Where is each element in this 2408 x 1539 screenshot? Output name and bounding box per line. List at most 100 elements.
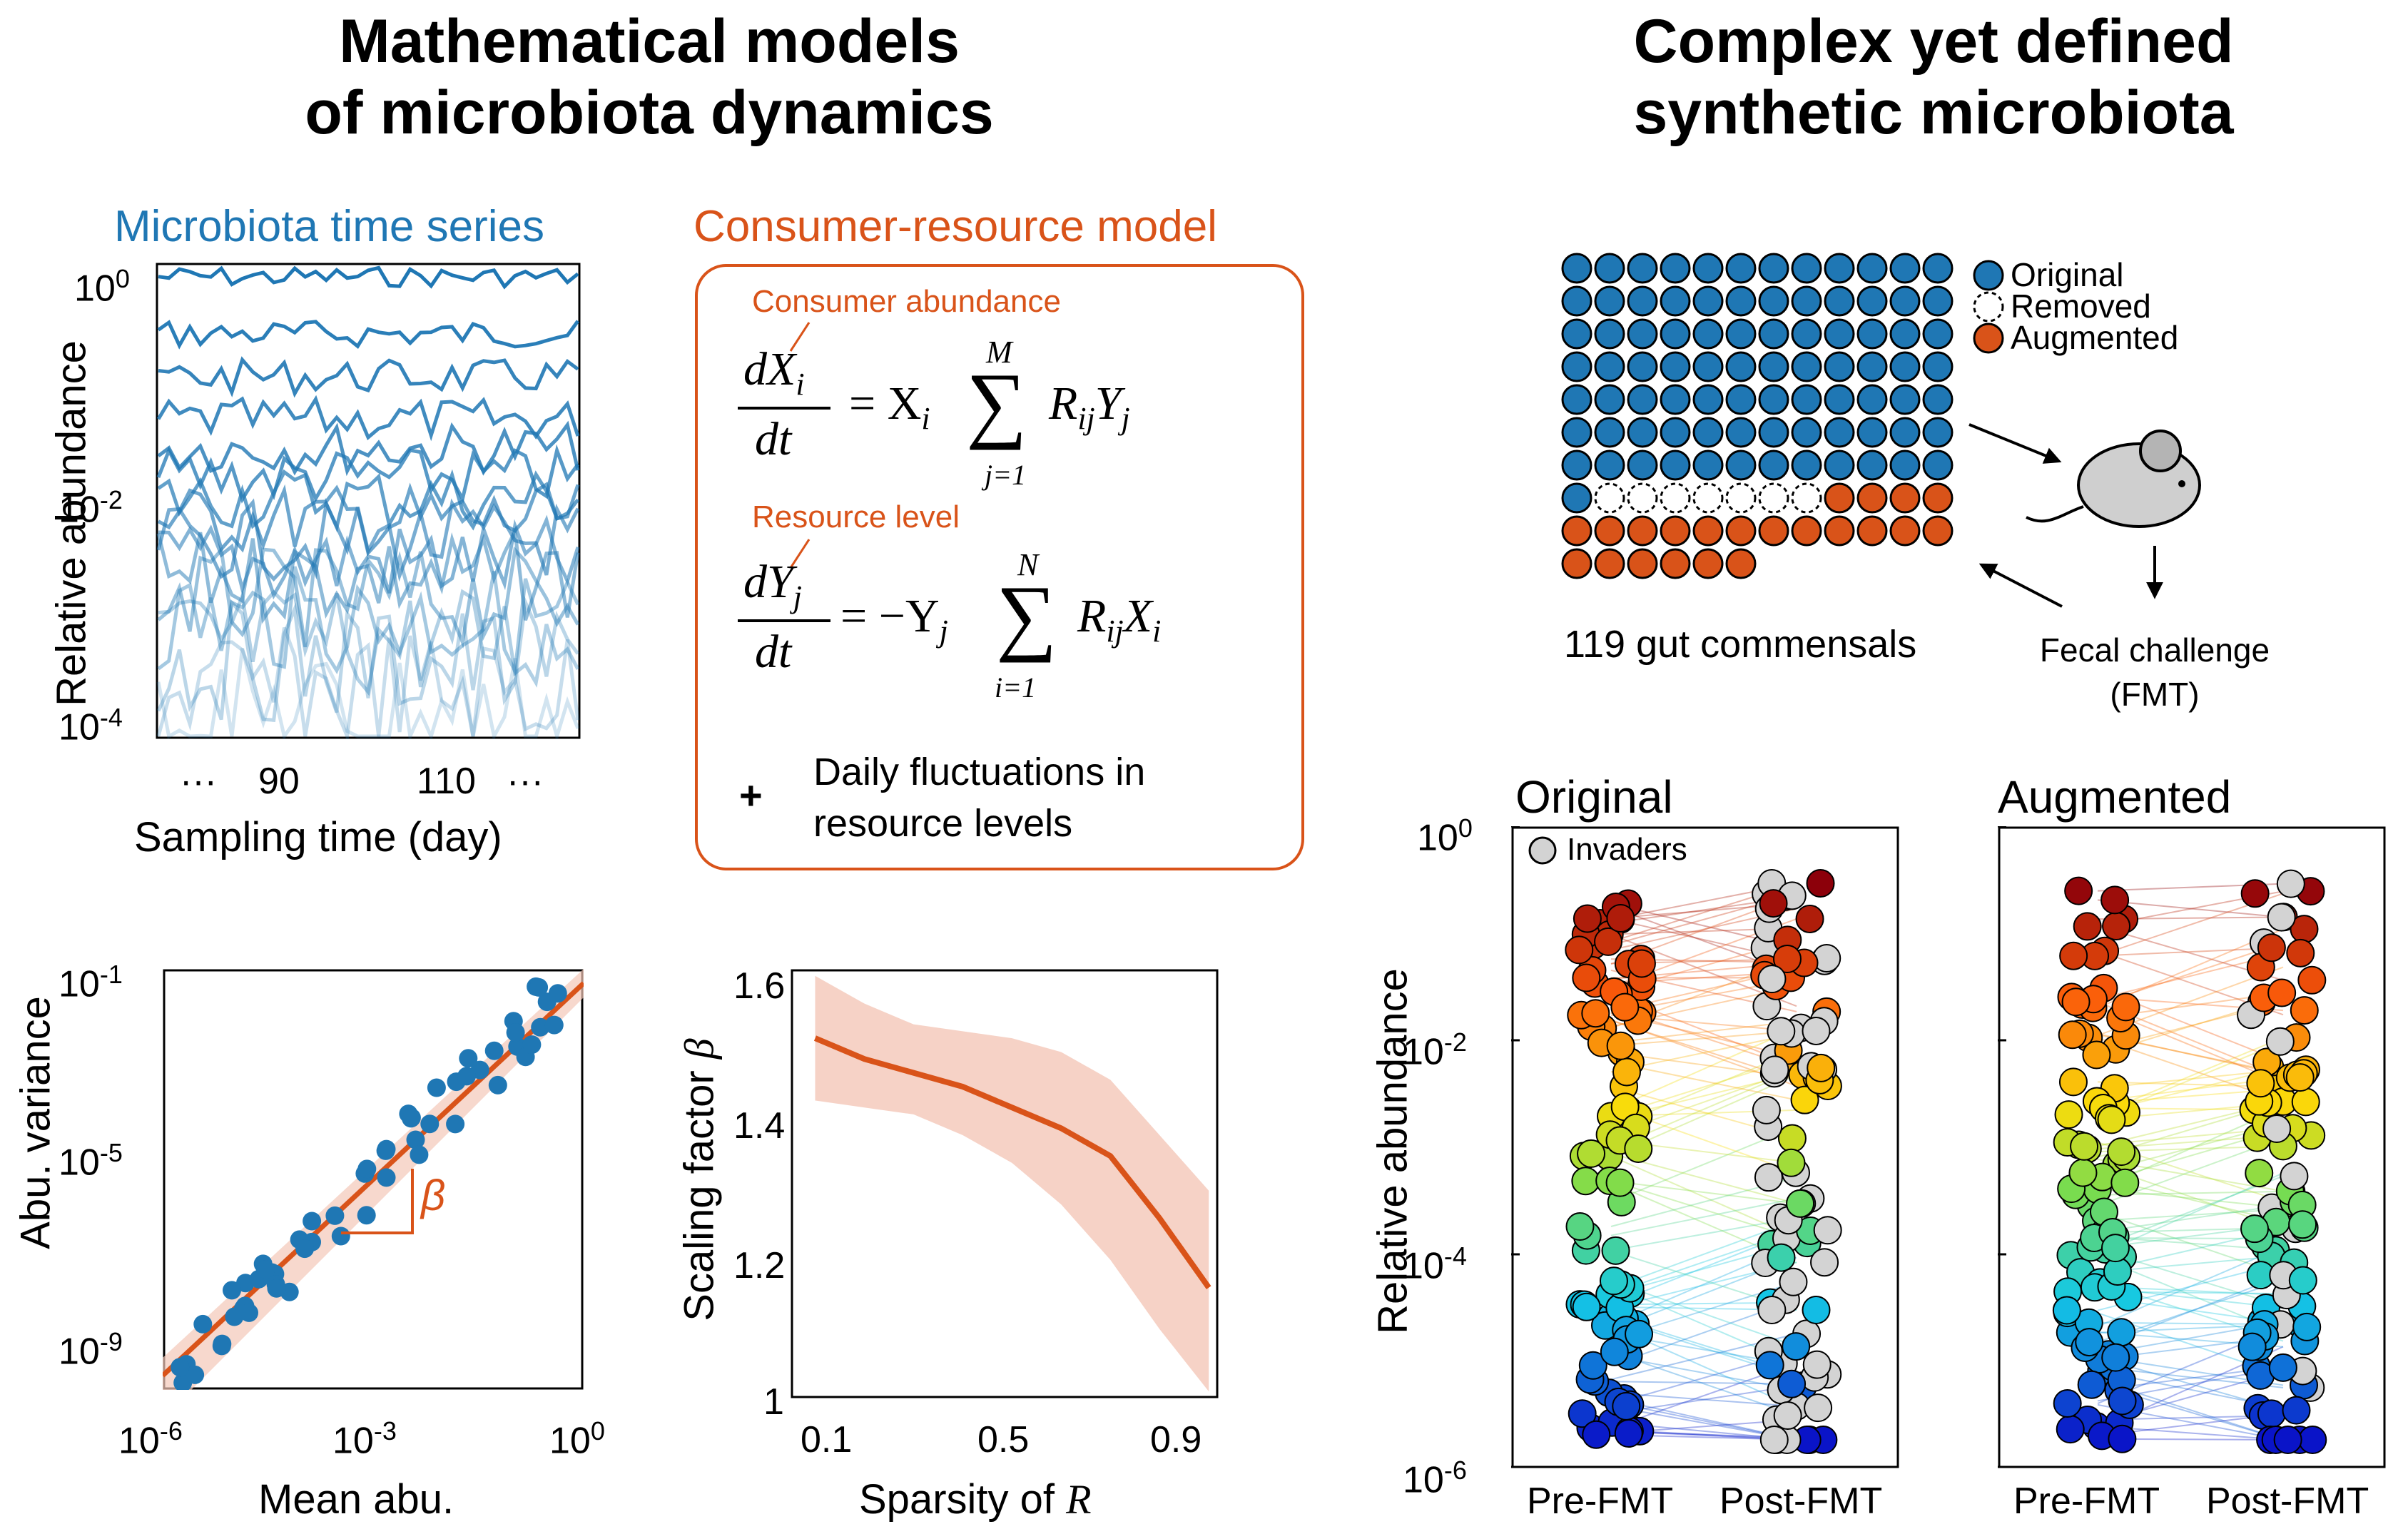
augmented-member <box>1725 515 1757 547</box>
taylor-point <box>459 1049 478 1068</box>
taylor-point <box>420 1114 440 1134</box>
pre-fmt-point <box>2053 1389 2082 1418</box>
post-fmt-point <box>2268 1353 2297 1382</box>
resource-pointer <box>789 539 811 569</box>
community-caption: 119 gut commensals <box>1564 623 1917 666</box>
pre-fmt-point <box>2068 1158 2098 1187</box>
pre-fmt-point <box>2073 912 2102 941</box>
post-fmt-point <box>2237 1332 2267 1361</box>
original-member <box>1594 417 1625 448</box>
taylor-point <box>223 1281 241 1300</box>
pre-fmt-point <box>1573 904 1602 933</box>
post-fmt-point <box>2292 1312 2322 1341</box>
original-member <box>1627 318 1658 350</box>
fmt-link-line <box>1610 1180 1797 1239</box>
post-fmt-point <box>2297 965 2327 995</box>
taylor-point <box>240 1303 258 1322</box>
crm-plus: + <box>739 773 763 818</box>
pre-fmt-point <box>2058 1020 2087 1050</box>
right-title-line1: Complex yet defined <box>1633 7 2234 76</box>
taylor-point <box>410 1145 429 1164</box>
original-member <box>1660 318 1691 350</box>
taylor-ytick-0: 10-1 <box>59 960 123 1005</box>
original-member <box>1824 253 1855 284</box>
original-member <box>1824 384 1855 415</box>
fmt-link-line <box>2097 1246 2284 1328</box>
fmt-link-line <box>1610 1197 1797 1236</box>
ts-ytick-2: 10-4 <box>59 703 123 748</box>
pre-fmt-point <box>1624 1134 1653 1163</box>
eq1: dXi dt = Xi M ∑ j=1 RijYj <box>735 328 1277 492</box>
augmented-member <box>1660 548 1691 579</box>
post-fmt-point <box>2291 1087 2320 1117</box>
post-fmt-point <box>1759 889 1788 918</box>
original-member <box>1758 417 1789 448</box>
original-member <box>1922 417 1954 448</box>
fmt-link-line <box>1610 1351 1797 1416</box>
original-member <box>1791 318 1822 350</box>
taylor-point <box>357 1206 376 1225</box>
original-member <box>1561 449 1592 481</box>
augmented-member <box>1889 515 1921 547</box>
augmented-member <box>1922 515 1954 547</box>
post-fmt-point <box>1777 1369 1807 1398</box>
pre-fmt-point <box>2064 876 2093 905</box>
original-member <box>1594 449 1625 481</box>
augmented-member <box>1824 482 1855 514</box>
pre-fmt-point <box>1599 1266 1628 1296</box>
pre-fmt-point <box>2052 1296 2081 1325</box>
fmt-link-line <box>1610 1355 1797 1391</box>
original-member <box>1856 417 1888 448</box>
original-member <box>1725 285 1757 317</box>
pre-fmt-point <box>2070 1132 2099 1161</box>
original-member <box>1692 351 1724 382</box>
left-title: Mathematical models of microbiota dynami… <box>171 6 1127 148</box>
augmented-member <box>1889 482 1921 514</box>
original-member <box>1725 417 1757 448</box>
pre-fmt-point <box>2059 941 2088 970</box>
post-fmt-point <box>2286 938 2315 967</box>
ts-series-line <box>156 626 580 739</box>
ts-xtick-ellipsis-right: ··· <box>507 761 544 802</box>
invader-point <box>1804 1393 1833 1423</box>
augmented-member <box>1824 515 1855 547</box>
taylor-ytick-1: 10-5 <box>59 1138 123 1184</box>
ts-xtick-90: 90 <box>258 761 300 802</box>
pre-fmt-point <box>2111 992 2140 1022</box>
invader-point <box>2280 1162 2309 1191</box>
augmented-member <box>1692 515 1724 547</box>
taylor-point <box>256 1260 275 1279</box>
mouse-ear-icon <box>2139 430 2182 472</box>
ts-series-line <box>157 320 580 350</box>
original-member <box>1889 285 1921 317</box>
pre-fmt-point <box>1568 1399 1597 1428</box>
original-member <box>1692 285 1724 317</box>
fmt-ylabel: Relative abundance <box>1369 968 1416 1334</box>
pre-fmt-point <box>1572 1292 1601 1321</box>
pre-fmt-point <box>2100 1234 2130 1263</box>
fmt-ytick-3: 10-6 <box>1403 1456 1467 1501</box>
fmt-ytick-0: 100 <box>1417 813 1473 859</box>
invader-point <box>2276 869 2305 898</box>
removed-member <box>1660 482 1691 514</box>
taylor-point <box>331 1226 350 1246</box>
fmt-frame <box>1998 826 2386 1468</box>
fmt-link-line <box>1610 1155 1797 1239</box>
original-member <box>1660 417 1691 448</box>
original-member <box>1791 384 1822 415</box>
pre-fmt-point <box>2107 1318 2136 1347</box>
original-member <box>1660 253 1691 284</box>
right-title-line2: synthetic microbiota <box>1633 78 2234 147</box>
fmt-link-line <box>1610 1180 1797 1204</box>
pre-fmt-point <box>1577 1139 1606 1168</box>
original-member <box>1561 351 1592 382</box>
original-member <box>1627 449 1658 481</box>
post-fmt-point <box>2298 1426 2327 1454</box>
ts-series-line <box>156 395 580 442</box>
original-member <box>1725 449 1757 481</box>
original-member <box>1561 285 1592 317</box>
pre-fmt-point <box>1565 935 1594 965</box>
left-title-line2: of microbiota dynamics <box>305 78 994 147</box>
post-fmt-point <box>2257 933 2286 962</box>
augmented-member <box>1561 548 1592 579</box>
